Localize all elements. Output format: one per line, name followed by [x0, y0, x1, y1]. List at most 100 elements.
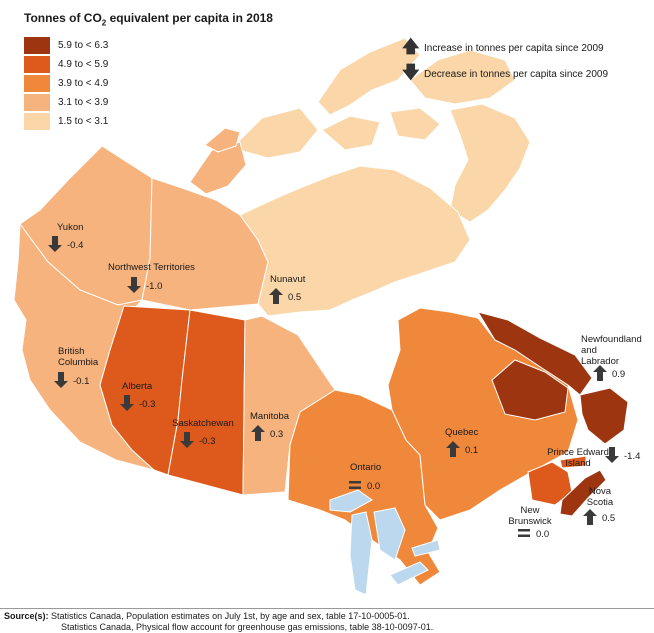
- region-name-line: Manitoba: [250, 411, 290, 422]
- change-nl: 0.9: [593, 365, 625, 381]
- up-arrow-icon: 🡅: [402, 36, 420, 56]
- change-value: -0.4: [67, 240, 83, 251]
- legend-swatch: [24, 56, 50, 73]
- source-note: Source(s): Statistics Canada, Population…: [4, 611, 433, 633]
- label-quebec: Quebec: [445, 427, 479, 438]
- region-newfoundland: [579, 387, 629, 445]
- label-nwt: Northwest Territories: [108, 262, 195, 273]
- region-name-line: Yukon: [57, 222, 83, 233]
- change-pei: -1.4: [605, 447, 640, 463]
- change-nwt: -1.0: [127, 277, 162, 293]
- legend-swatch: [24, 113, 50, 130]
- region-name-line: British: [58, 346, 84, 357]
- region-name-line: Alberta: [122, 381, 153, 392]
- label-ns: Nova Scotia: [587, 486, 614, 508]
- region-name-line: Prince Edward: [547, 447, 609, 458]
- legend-label: 5.9 to < 6.3: [58, 40, 109, 51]
- change-nunavut: 0.5: [269, 288, 301, 304]
- region-name-line: Nova: [589, 486, 612, 497]
- legend-swatch: [24, 37, 50, 54]
- legend-item: 3.1 to < 3.9: [24, 93, 108, 112]
- label-nunavut: Nunavut: [270, 274, 306, 285]
- up-arrow-icon: [583, 509, 597, 525]
- change-bc: -0.1: [54, 372, 89, 388]
- change-value: 0.3: [270, 429, 283, 440]
- label-ontario: Ontario: [350, 462, 381, 473]
- region-name-line: New: [520, 505, 539, 516]
- region-name-line: Labrador: [581, 356, 619, 367]
- legend-item: 4.9 to < 5.9: [24, 55, 108, 74]
- change-ontario: 0.0: [349, 481, 380, 492]
- change-value: -1.4: [624, 451, 640, 462]
- label-pei: Prince Edward Island: [547, 447, 609, 469]
- change-value: 0.5: [288, 292, 301, 303]
- source-line-2: Statistics Canada, Physical flow account…: [61, 622, 434, 632]
- trend-key-increase-label: Increase in tonnes per capita since 2009: [424, 42, 604, 54]
- region-name-line: Quebec: [445, 427, 479, 438]
- change-saskatchewan: -0.3: [180, 432, 215, 448]
- region-name-line: and: [581, 345, 597, 356]
- region-pei: [559, 455, 587, 469]
- source-label: Source(s):: [4, 611, 49, 621]
- change-value: 0.0: [367, 481, 380, 492]
- up-arrow-icon: [269, 288, 283, 304]
- region-name-line: Brunswick: [508, 516, 552, 527]
- legend-label: 4.9 to < 5.9: [58, 59, 109, 70]
- label-bc: British Columbia: [58, 346, 99, 368]
- source-line-1: Statistics Canada, Population estimates …: [51, 611, 410, 621]
- up-arrow-icon: [251, 425, 265, 441]
- region-nwt-island: [204, 127, 241, 153]
- change-value: -0.3: [139, 399, 155, 410]
- legend-title: Tonnes of CO2 equivalent per capita in 2…: [24, 11, 273, 28]
- up-arrow-icon: [446, 441, 460, 457]
- trend-key-decrease-label: Decrease in tonnes per capita since 2009: [424, 68, 609, 80]
- label-alberta: Alberta: [122, 381, 153, 392]
- equals-icon: [349, 481, 361, 489]
- down-arrow-icon: [54, 372, 68, 388]
- trend-key: 🡅 Increase in tonnes per capita since 20…: [402, 35, 608, 87]
- down-arrow-icon: [605, 447, 619, 463]
- region-name-line: Island: [565, 458, 590, 469]
- region-nunavut-island: [231, 107, 319, 159]
- region-name-line: Newfoundland: [581, 334, 642, 345]
- region-nunavut-island: [321, 115, 381, 151]
- provinces: [13, 145, 629, 586]
- lake-michigan: [349, 511, 373, 596]
- region-name-line: Nunavut: [270, 274, 306, 285]
- lake-ontario: [411, 539, 441, 557]
- region-nunavut-island: [409, 49, 516, 105]
- region-nwt-island: [189, 141, 247, 195]
- change-alberta: -0.3: [120, 395, 155, 411]
- region-ns: [559, 469, 607, 517]
- down-arrow-icon: [48, 236, 62, 252]
- legend-item: 3.9 to < 4.9: [24, 74, 108, 93]
- change-ns: 0.5: [583, 509, 615, 525]
- lake-erie: [389, 561, 429, 586]
- legend-item: 5.9 to < 6.3: [24, 36, 108, 55]
- region-nunavut-island: [449, 103, 531, 223]
- change-value: 0.5: [602, 513, 615, 524]
- change-value: 0.1: [465, 445, 478, 456]
- change-value: -0.3: [199, 436, 215, 447]
- region-nunavut: [239, 165, 471, 317]
- label-manitoba: Manitoba: [250, 411, 290, 422]
- legend-item: 1.5 to < 3.1: [24, 112, 108, 131]
- region-nunavut-island: [389, 107, 441, 141]
- change-nb: 0.0: [518, 529, 549, 540]
- label-yukon: Yukon: [57, 222, 83, 233]
- down-arrow-icon: [120, 395, 134, 411]
- legend-label: 3.9 to < 4.9: [58, 78, 109, 89]
- region-labrador-south: [491, 359, 569, 421]
- hudson-bay: [298, 282, 400, 410]
- lake-superior: [329, 489, 373, 513]
- equals-icon: [518, 529, 530, 537]
- water: [298, 282, 441, 596]
- arctic-islands: [189, 37, 531, 223]
- change-value: -0.1: [73, 376, 89, 387]
- region-name-line: Northwest Territories: [108, 262, 195, 273]
- change-manitoba: 0.3: [251, 425, 283, 441]
- change-yukon: -0.4: [48, 236, 83, 252]
- change-value: 0.9: [612, 369, 625, 380]
- change-indicators: -0.4 -1.0 0.5 -0.1 -0.3 -0.3 0.3 0.0 0.1…: [48, 236, 640, 540]
